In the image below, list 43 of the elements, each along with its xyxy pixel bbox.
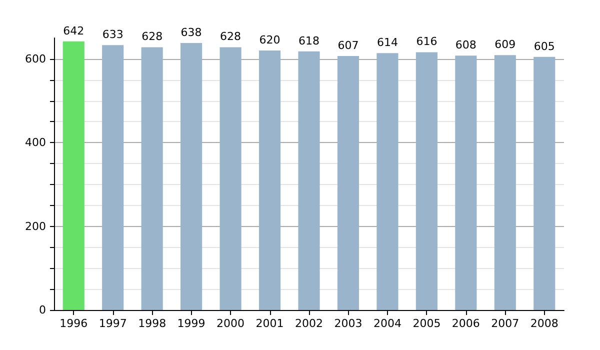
x-tick-label: 2001 bbox=[256, 317, 284, 330]
x-tick-label: 1998 bbox=[138, 317, 166, 330]
bar bbox=[102, 45, 124, 310]
data-label: 614 bbox=[376, 36, 398, 50]
x-tick-label: 2002 bbox=[295, 317, 323, 330]
bar bbox=[416, 52, 438, 310]
data-label: 618 bbox=[298, 34, 320, 48]
y-tick-label: 200 bbox=[25, 220, 46, 233]
bar bbox=[376, 53, 398, 310]
x-tick-label: 2003 bbox=[334, 317, 362, 330]
x-tick-label: 2007 bbox=[491, 317, 520, 330]
data-label: 607 bbox=[338, 38, 359, 52]
y-tick-label: 0 bbox=[39, 304, 46, 316]
x-tick-label: 1996 bbox=[60, 317, 88, 330]
x-tick-label: 2006 bbox=[452, 317, 480, 330]
data-label: 633 bbox=[102, 28, 124, 42]
bar bbox=[220, 47, 242, 310]
data-label: 620 bbox=[259, 34, 280, 47]
data-label: 605 bbox=[534, 40, 555, 53]
x-tick-label: 1999 bbox=[177, 317, 206, 330]
x-tick-label: 2008 bbox=[530, 317, 558, 330]
y-tick-label: 400 bbox=[25, 136, 46, 150]
data-label: 616 bbox=[416, 35, 438, 48]
bar bbox=[337, 56, 360, 310]
bar bbox=[180, 43, 202, 310]
data-label: 628 bbox=[142, 30, 163, 44]
data-label: 642 bbox=[63, 24, 84, 38]
x-tick-label: 2004 bbox=[373, 317, 402, 330]
bar bbox=[455, 56, 477, 310]
bar bbox=[141, 47, 163, 310]
bar bbox=[298, 51, 320, 310]
data-label: 638 bbox=[180, 26, 202, 40]
x-tick-label: 1997 bbox=[98, 317, 127, 330]
data-label: 609 bbox=[494, 38, 516, 52]
bar bbox=[534, 56, 556, 310]
bar bbox=[62, 41, 84, 310]
x-tick-label: 2000 bbox=[216, 317, 245, 330]
y-tick-label: 600 bbox=[25, 52, 46, 66]
x-tick-label: 2005 bbox=[412, 317, 441, 330]
bar bbox=[258, 50, 281, 310]
data-label: 608 bbox=[455, 38, 476, 52]
bar bbox=[494, 55, 516, 310]
data-label: 628 bbox=[220, 30, 242, 44]
